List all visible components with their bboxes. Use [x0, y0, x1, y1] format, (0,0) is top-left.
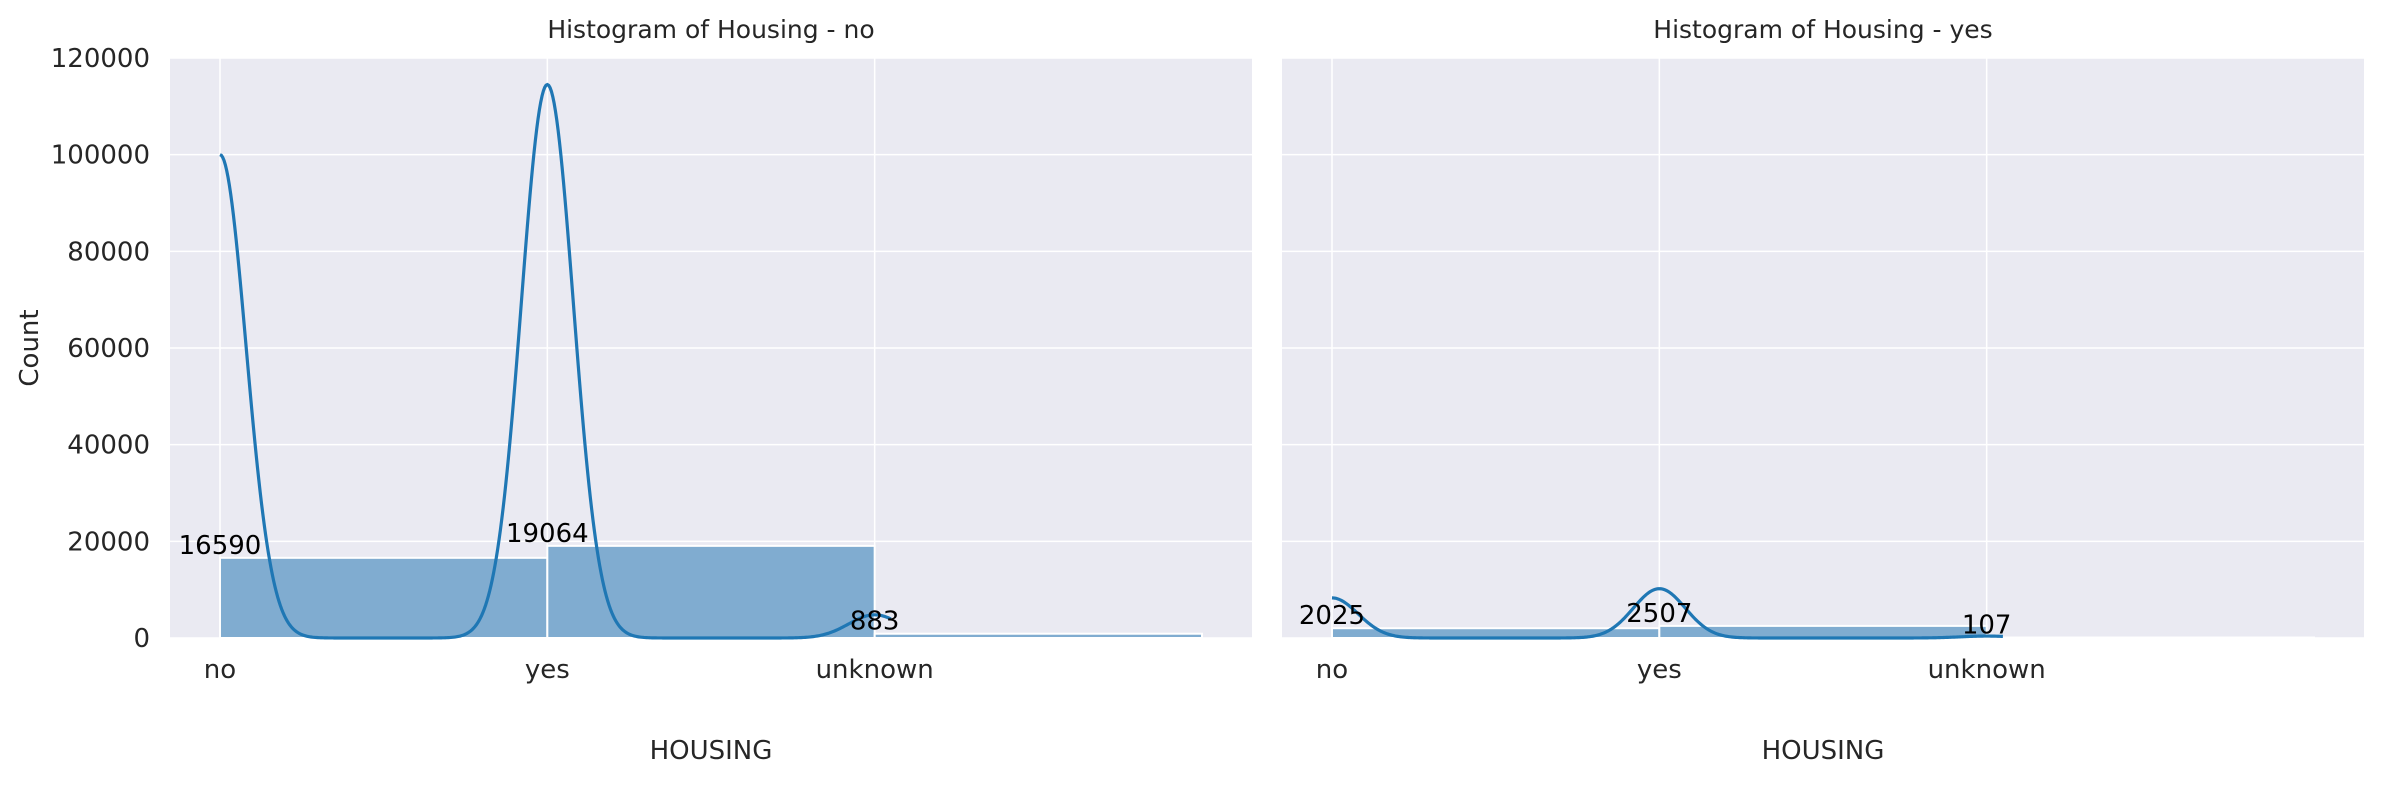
- x-tick-label: unknown: [1928, 655, 2046, 685]
- bar-unknown: [873, 632, 1204, 640]
- x-axis-label: HOUSING: [650, 736, 773, 766]
- x-axis-label: HOUSING: [1762, 736, 1885, 766]
- y-tick-label: 100000: [51, 141, 150, 171]
- y-tick-label: 20000: [67, 527, 150, 557]
- data-label-no: 2025: [1299, 601, 1365, 631]
- data-label-yes: 2507: [1626, 599, 1692, 629]
- kde-curve-2: [1331, 587, 2003, 640]
- y-tick-label: 80000: [67, 237, 150, 267]
- kde-curve-1: [219, 82, 892, 640]
- bar-yes: [546, 544, 876, 640]
- y-axis-label: Count: [15, 309, 45, 386]
- x-tick-label: no: [1316, 655, 1348, 685]
- y-tick-label: 0: [133, 624, 150, 654]
- data-label-unknown: 107: [1962, 610, 2012, 640]
- x-tick-label: no: [204, 655, 236, 685]
- y-tick-label: 120000: [51, 44, 150, 74]
- chart-title-2: Histogram of Housing - yes: [1653, 15, 1992, 44]
- x-tick-label: unknown: [816, 655, 934, 685]
- data-label-unknown: 883: [850, 607, 900, 637]
- bar-no: [218, 556, 549, 639]
- x-tick-label: yes: [525, 655, 570, 685]
- chart-title-1: Histogram of Housing - no: [547, 15, 874, 44]
- bar-unknown: [1985, 636, 2316, 640]
- data-label-yes: 19064: [506, 519, 589, 549]
- y-tick-label: 40000: [67, 431, 150, 461]
- y-tick-label: 60000: [67, 334, 150, 364]
- data-label-no: 16590: [179, 531, 262, 561]
- x-tick-label: yes: [1637, 655, 1682, 685]
